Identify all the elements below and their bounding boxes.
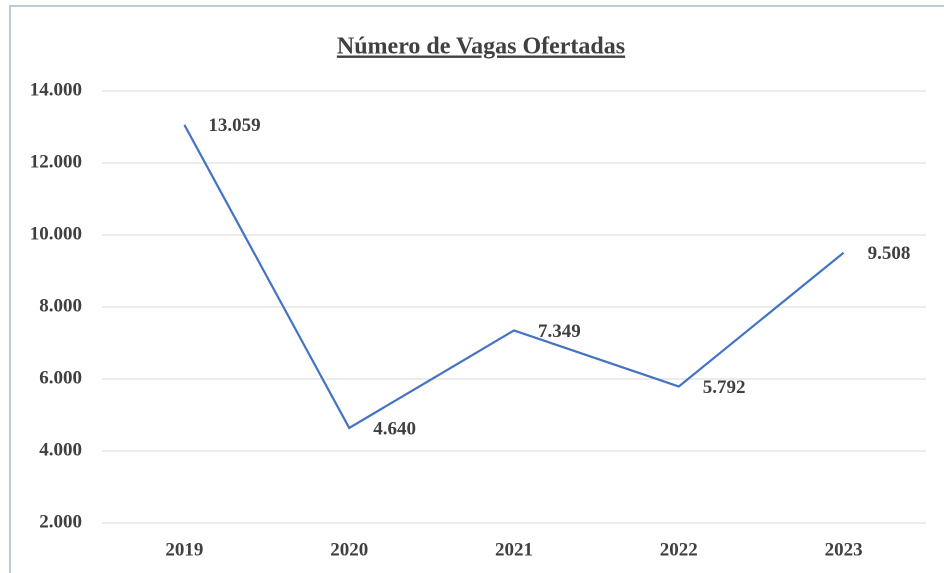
x-tick-label: 2022	[660, 539, 698, 560]
data-label: 4.640	[373, 418, 416, 439]
y-tick-label: 10.000	[30, 223, 82, 244]
x-tick-label: 2021	[495, 539, 533, 560]
y-tick-label: 14.000	[30, 79, 82, 100]
y-tick-label: 6.000	[39, 367, 82, 388]
chart-border	[9, 5, 944, 573]
data-label: 9.508	[868, 243, 911, 264]
data-label: 13.059	[208, 115, 260, 136]
x-tick-label: 2020	[330, 539, 368, 560]
y-tick-label: 4.000	[39, 439, 82, 460]
y-tick-label: 8.000	[39, 295, 82, 316]
x-tick-label: 2019	[165, 539, 203, 560]
y-tick-label: 2.000	[39, 511, 82, 532]
data-label: 5.792	[703, 377, 746, 398]
y-tick-label: 12.000	[30, 151, 82, 172]
data-line	[183, 124, 845, 430]
x-tick-label: 2023	[825, 539, 863, 560]
chart-title: Número de Vagas Ofertadas	[337, 34, 625, 60]
data-label: 7.349	[538, 321, 581, 342]
